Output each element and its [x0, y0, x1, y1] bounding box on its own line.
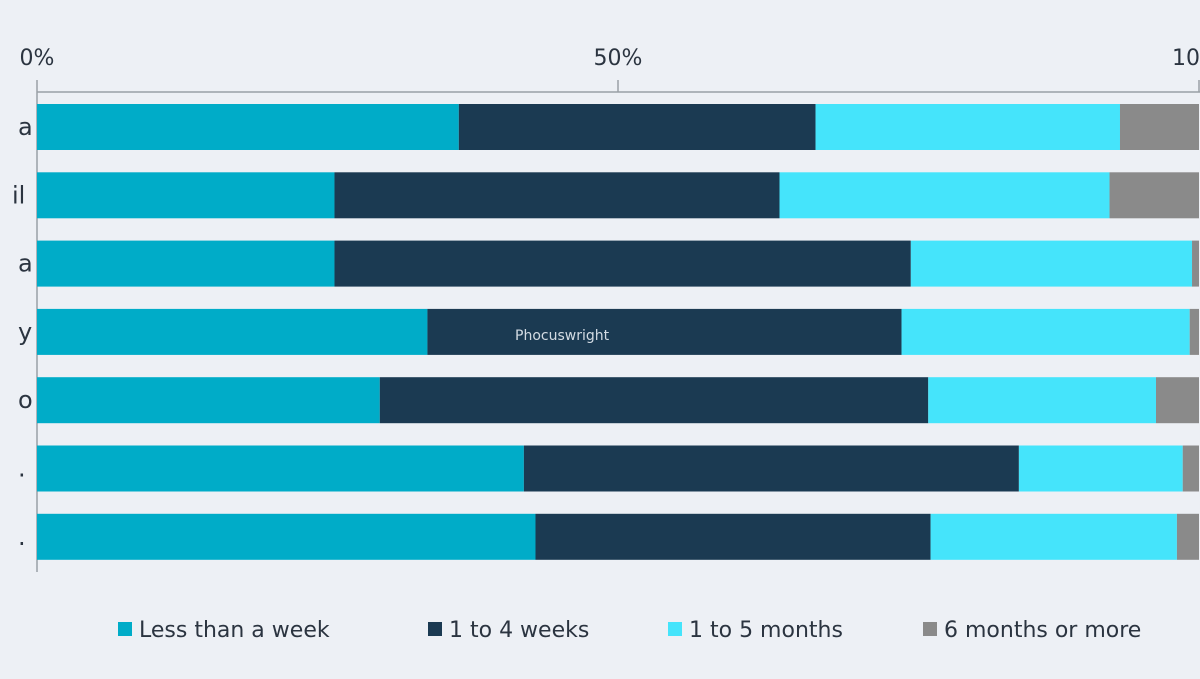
- bar-segment-0-5: [37, 445, 524, 492]
- bar-segment-1-3: [427, 308, 902, 355]
- category-label: a: [18, 250, 33, 278]
- bar-segment-1-0: [458, 104, 816, 150]
- bar-segment-0-3: [37, 308, 428, 355]
- bar-segment-2-5: [1018, 445, 1183, 492]
- bar-segment-0-1: [37, 172, 335, 219]
- x-tick-label: 0%: [20, 46, 55, 71]
- bar-segment-3-2: [1192, 240, 1199, 287]
- bar-segment-0-0: [37, 104, 459, 150]
- category-label: .: [18, 455, 26, 483]
- x-tick-label: 100: [1172, 46, 1200, 71]
- bar-segment-1-4: [379, 377, 929, 424]
- watermark: Phocuswright: [515, 328, 610, 344]
- legend-label: 1 to 4 weeks: [449, 618, 589, 643]
- bar-segment-0-6: [37, 513, 536, 560]
- legend-label: 1 to 5 months: [689, 618, 843, 643]
- category-label: o: [18, 386, 33, 414]
- bar-segment-3-3: [1189, 308, 1199, 355]
- x-tick-label: 50%: [594, 46, 643, 71]
- bar-segment-2-6: [930, 513, 1177, 560]
- legend-swatch: [668, 622, 682, 636]
- bar-segment-2-2: [910, 240, 1193, 287]
- bar-segment-3-4: [1156, 377, 1199, 424]
- bar-segment-2-0: [815, 104, 1120, 150]
- bar-segment-3-6: [1176, 513, 1199, 560]
- bar-segment-1-2: [334, 240, 911, 287]
- legend-swatch: [923, 622, 937, 636]
- bar-segment-2-1: [779, 172, 1110, 219]
- bar-segment-1-1: [334, 172, 780, 219]
- legend-label: Less than a week: [139, 618, 330, 643]
- bar-segment-3-1: [1109, 172, 1199, 219]
- bar-segment-0-4: [37, 377, 380, 424]
- category-label: a: [18, 113, 33, 141]
- legend-swatch: [428, 622, 442, 636]
- bar-segment-2-3: [901, 308, 1190, 355]
- legend-swatch: [118, 622, 132, 636]
- bar-segment-1-6: [535, 513, 931, 560]
- bar-segment-3-5: [1182, 445, 1199, 492]
- legend-label: 6 months or more: [944, 618, 1141, 643]
- category-label: y: [18, 318, 32, 346]
- category-label: .: [18, 523, 26, 551]
- bar-segment-0-2: [37, 240, 335, 287]
- category-label: il: [12, 181, 25, 209]
- bar-segment-1-5: [523, 445, 1019, 492]
- bar-segment-2-4: [928, 377, 1157, 424]
- bar-segment-3-0: [1119, 104, 1199, 150]
